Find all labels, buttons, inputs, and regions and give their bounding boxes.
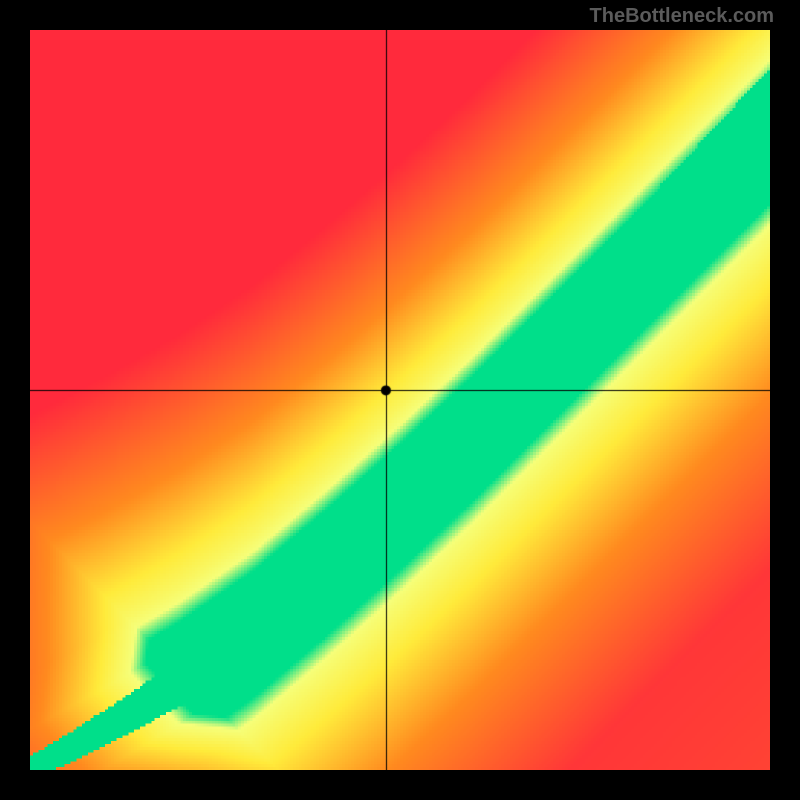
chart-stage: TheBottleneck.com — [0, 0, 800, 800]
attribution-label: TheBottleneck.com — [590, 5, 774, 28]
bottleneck-heatmap — [30, 30, 770, 770]
